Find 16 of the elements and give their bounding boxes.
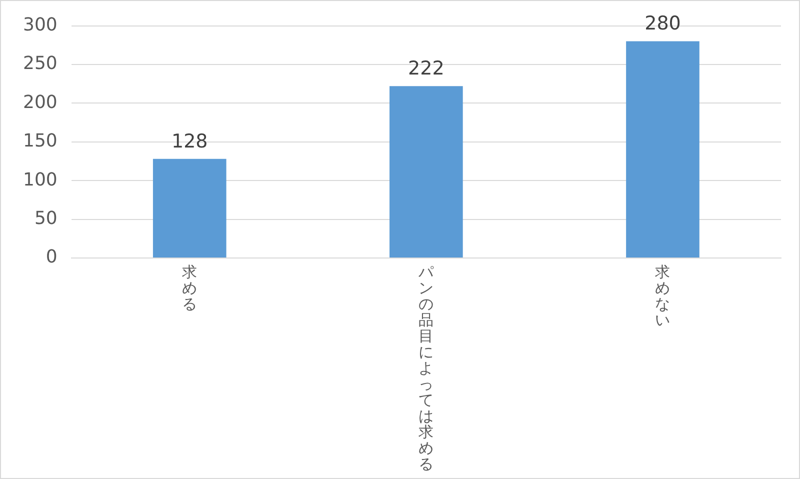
y-tick-label: 150 [22, 130, 58, 152]
x-tick-label: 求めない [654, 263, 672, 329]
data-label: 280 [644, 12, 681, 35]
y-tick-label: 0 [46, 246, 58, 268]
bar [152, 158, 226, 258]
y-tick-label: 200 [22, 92, 58, 113]
y-tick-label: 250 [22, 53, 58, 74]
data-label: 222 [408, 58, 444, 80]
category-label: パンの品目によっては求める [418, 263, 434, 473]
data-label: 128 [172, 130, 208, 152]
y-tick-label: 50 [34, 208, 58, 229]
bar [626, 41, 700, 258]
x-tick-label: 求める [181, 263, 198, 313]
bar [390, 86, 463, 258]
y-tick-label: 300 [22, 14, 58, 36]
y-tick-label: 100 [22, 169, 58, 190]
